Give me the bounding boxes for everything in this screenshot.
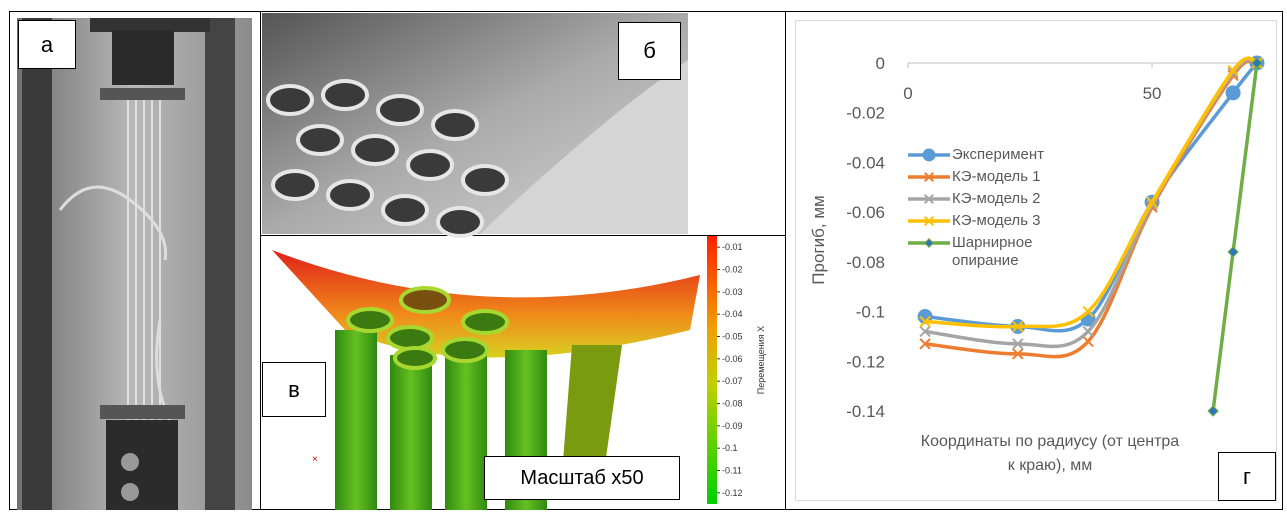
panel-label: г [1218,452,1276,501]
x-axis-title: Координаты по радиусу (от центра к краю)… [920,430,1180,478]
data-point [1228,247,1238,257]
legend: Эксперимент КЭ-модель 1 КЭ-модель 2 КЭ-моде… [906,146,1086,274]
legend-swatch [906,168,952,186]
panel-label: а [18,20,76,69]
data-point [1083,336,1093,346]
legend-entry: Шарнирное опирание [906,234,1086,270]
legend-entry: КЭ-модель 3 [906,212,1086,230]
colorbar-tick-label: -0.04 [722,309,743,319]
y-tick-label: -0.14 [846,402,885,421]
colorbar-tick-label: -0.05 [722,332,743,342]
data-point [1208,406,1218,416]
y-tick-label: -0.08 [846,253,885,272]
series-line [1213,63,1257,411]
colorbar-tick-label: -0.1 [722,443,738,453]
colorbar-tick-label: -0.01 [722,242,743,252]
y-tick-label: -0.04 [846,153,885,172]
axis-glyph: × [312,454,318,465]
legend-swatch [906,234,952,252]
legend-entry: Эксперимент [906,146,1086,164]
x-tick-label: 50 [1143,84,1162,103]
legend-marker [923,149,935,161]
y-tick-label: -0.02 [846,104,885,123]
y-tick-label: -0.1 [856,303,885,322]
legend-swatch [906,146,952,164]
legend-swatch [906,212,952,230]
colorbar-title: Перемещения X [756,326,766,394]
legend-label: КЭ-модель 2 [952,190,1072,208]
colorbar-tick-label: -0.03 [722,287,743,297]
y-tick-label: -0.12 [846,352,885,371]
scale-label: Масштаб х50 [484,456,680,500]
colorbar-tick-label: -0.12 [722,488,743,498]
legend-entry: КЭ-модель 1 [906,168,1086,186]
colorbar-ticks: -0.01 -0.02 -0.03 -0.04 -0.05 -0.06 -0.07 -0.08… [717,242,766,498]
x-tick-label: 0 [903,84,912,103]
colorbar-tick-label: -0.11 [722,466,742,476]
legend-marker [925,239,934,248]
legend-label: Шарнирное опирание [952,234,1072,270]
page: {"panel_labels": ["а", "б", "в", "г"], "… [0,0,1287,512]
data-point [1083,326,1093,336]
colorbar [707,236,717,504]
y-tick-label: -0.06 [846,203,885,222]
colorbar-tick-label: -0.02 [722,265,743,275]
data-point [1226,86,1240,100]
legend-label: КЭ-модель 1 [952,168,1072,186]
legend-label: Эксперимент [952,146,1072,164]
y-axis-title: Прогиб, мм [809,195,828,284]
y-tick-label: 0 [876,54,885,73]
legend-entry: КЭ-модель 2 [906,190,1086,208]
legend-swatch [906,190,952,208]
colorbar-tick-label: -0.06 [722,354,743,364]
photo-rig [17,18,252,510]
colorbar-tick-label: -0.07 [722,376,743,386]
colorbar-tick-label: -0.08 [722,399,743,409]
panel-label: в [262,362,326,417]
legend-label: КЭ-модель 3 [952,212,1072,230]
panel-label: б [618,22,681,80]
colorbar-tick-label: -0.09 [722,421,743,431]
